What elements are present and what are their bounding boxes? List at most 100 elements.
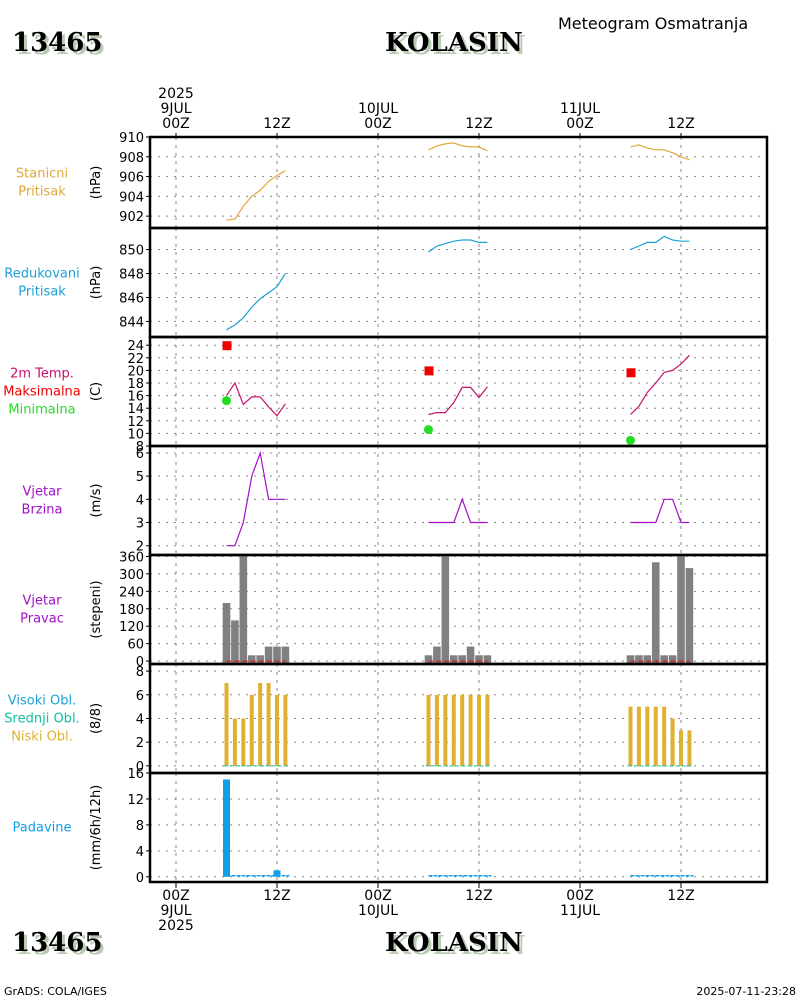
y-tick-label: 0: [136, 655, 144, 670]
wind_speed-line: [630, 498, 690, 524]
temperature-line: [630, 354, 690, 415]
tmin-marker: [222, 396, 231, 406]
wind_speed-line: [428, 497, 488, 524]
low-cloud-bar: [224, 682, 229, 766]
footer-station-id: 13465: [12, 928, 103, 958]
wind-dir-bar: [222, 602, 231, 664]
bottom-time-label: 10JUL: [358, 903, 398, 919]
y-tick-label: 910: [119, 131, 144, 146]
low-cloud-bar: [232, 718, 237, 766]
panel-frame: [148, 444, 769, 557]
low-cloud-bar: [645, 706, 650, 766]
y-tick-label: 0: [136, 760, 144, 775]
footer-station-name: KOLASIN: [385, 928, 523, 958]
station-id: 13465: [12, 28, 103, 58]
wind-dir-bar: [231, 620, 239, 664]
tmin-marker: [424, 425, 433, 435]
temperature-line: [226, 381, 286, 417]
panel-title: Brzina: [22, 503, 63, 518]
wind-dir-bar: [441, 556, 450, 664]
wind-dir-bar: [449, 655, 458, 664]
y-tick-label: 6: [136, 689, 144, 704]
y-tick-label: 8: [136, 819, 144, 834]
y-tick-label: 16: [127, 390, 144, 405]
y-tick-label: 2: [136, 540, 144, 555]
low-cloud-bar: [628, 706, 633, 766]
panel-title: Srednji Obl.: [4, 712, 79, 727]
low-cloud-bar: [241, 718, 246, 766]
y-tick-label: 8: [136, 440, 144, 455]
station-name: KOLASIN: [385, 28, 523, 58]
y-axis-label: (hPa): [89, 266, 104, 300]
wind-dir-bar: [635, 655, 643, 664]
y-tick-label: 12: [127, 793, 144, 808]
wind-dir-bar: [239, 556, 248, 664]
wind-dir-bar: [651, 562, 660, 664]
precip-bar: [223, 779, 230, 877]
wind-dir-bar: [668, 655, 677, 664]
y-tick-label: 360: [119, 550, 144, 565]
panel-frame: [148, 771, 769, 884]
y-tick-label: 3: [136, 517, 144, 532]
precip-bar: [273, 870, 281, 877]
y-tick-label: 4: [136, 493, 144, 508]
y-axis-label: (8/8): [89, 703, 104, 734]
panel-title: Maksimalna: [3, 385, 81, 400]
panel-frame: [148, 335, 769, 448]
y-tick-label: 850: [119, 244, 144, 259]
y-tick-label: 14: [127, 402, 144, 417]
low-cloud-bar: [687, 730, 692, 766]
wind-dir-bar: [281, 646, 290, 664]
y-tick-label: 240: [119, 585, 144, 600]
wind-dir-bar: [483, 655, 492, 664]
low-cloud-bar: [460, 694, 465, 766]
bottom-time-label: 11JUL: [560, 903, 600, 919]
wind-dir-bar: [466, 646, 475, 664]
wind-dir-bar: [685, 568, 694, 664]
wind-dir-bar: [256, 655, 264, 664]
wind-dir-bar: [247, 655, 256, 664]
y-tick-label: 2: [136, 736, 144, 751]
panel-title: Niski Obl.: [11, 730, 73, 745]
station_pressure-line: [428, 142, 488, 152]
low-cloud-bar: [670, 718, 675, 766]
product-title: Meteogram Osmatranja: [558, 14, 749, 33]
y-tick-label: 12: [127, 415, 144, 430]
low-cloud-bar: [258, 682, 263, 766]
wind-dir-bar: [626, 655, 635, 664]
low-cloud-bar: [283, 694, 288, 766]
wind-dir-bar: [264, 646, 273, 664]
top-time-label: 11JUL: [560, 101, 600, 117]
y-tick-label: 908: [119, 151, 144, 166]
panel-title: Redukovani: [4, 267, 79, 282]
y-tick-label: 300: [119, 568, 144, 583]
top-time-label: 10JUL: [358, 101, 398, 117]
panel-title: Vjetar: [23, 485, 63, 500]
temperature-line: [428, 386, 488, 416]
wind_speed-line: [226, 450, 286, 547]
reduced_pressure-line: [226, 273, 286, 331]
wind-dir-bar: [433, 646, 441, 664]
low-cloud-bar: [434, 694, 439, 766]
reduced_pressure-line: [630, 235, 690, 251]
station_pressure-line: [630, 144, 690, 161]
y-axis-label: (stepeni): [89, 580, 104, 638]
wind-dir-bar: [677, 556, 685, 664]
bottom-time-label: 00Z: [566, 888, 593, 904]
y-tick-label: 902: [119, 210, 144, 225]
y-tick-label: 906: [119, 171, 144, 186]
y-tick-label: 22: [127, 352, 144, 367]
top-time-label: 2025: [158, 86, 194, 102]
y-tick-label: 0: [136, 871, 144, 886]
y-tick-label: 18: [127, 377, 144, 392]
y-tick-label: 904: [119, 190, 144, 205]
y-tick-label: 24: [127, 339, 144, 354]
top-time-label: 00Z: [162, 116, 189, 132]
wind-dir-bar: [660, 655, 668, 664]
low-cloud-bar: [477, 694, 481, 766]
bottom-time-label: 12Z: [263, 888, 290, 904]
low-cloud-bar: [249, 694, 254, 766]
low-cloud-bar: [679, 730, 683, 766]
bottom-time-label: 00Z: [162, 888, 189, 904]
